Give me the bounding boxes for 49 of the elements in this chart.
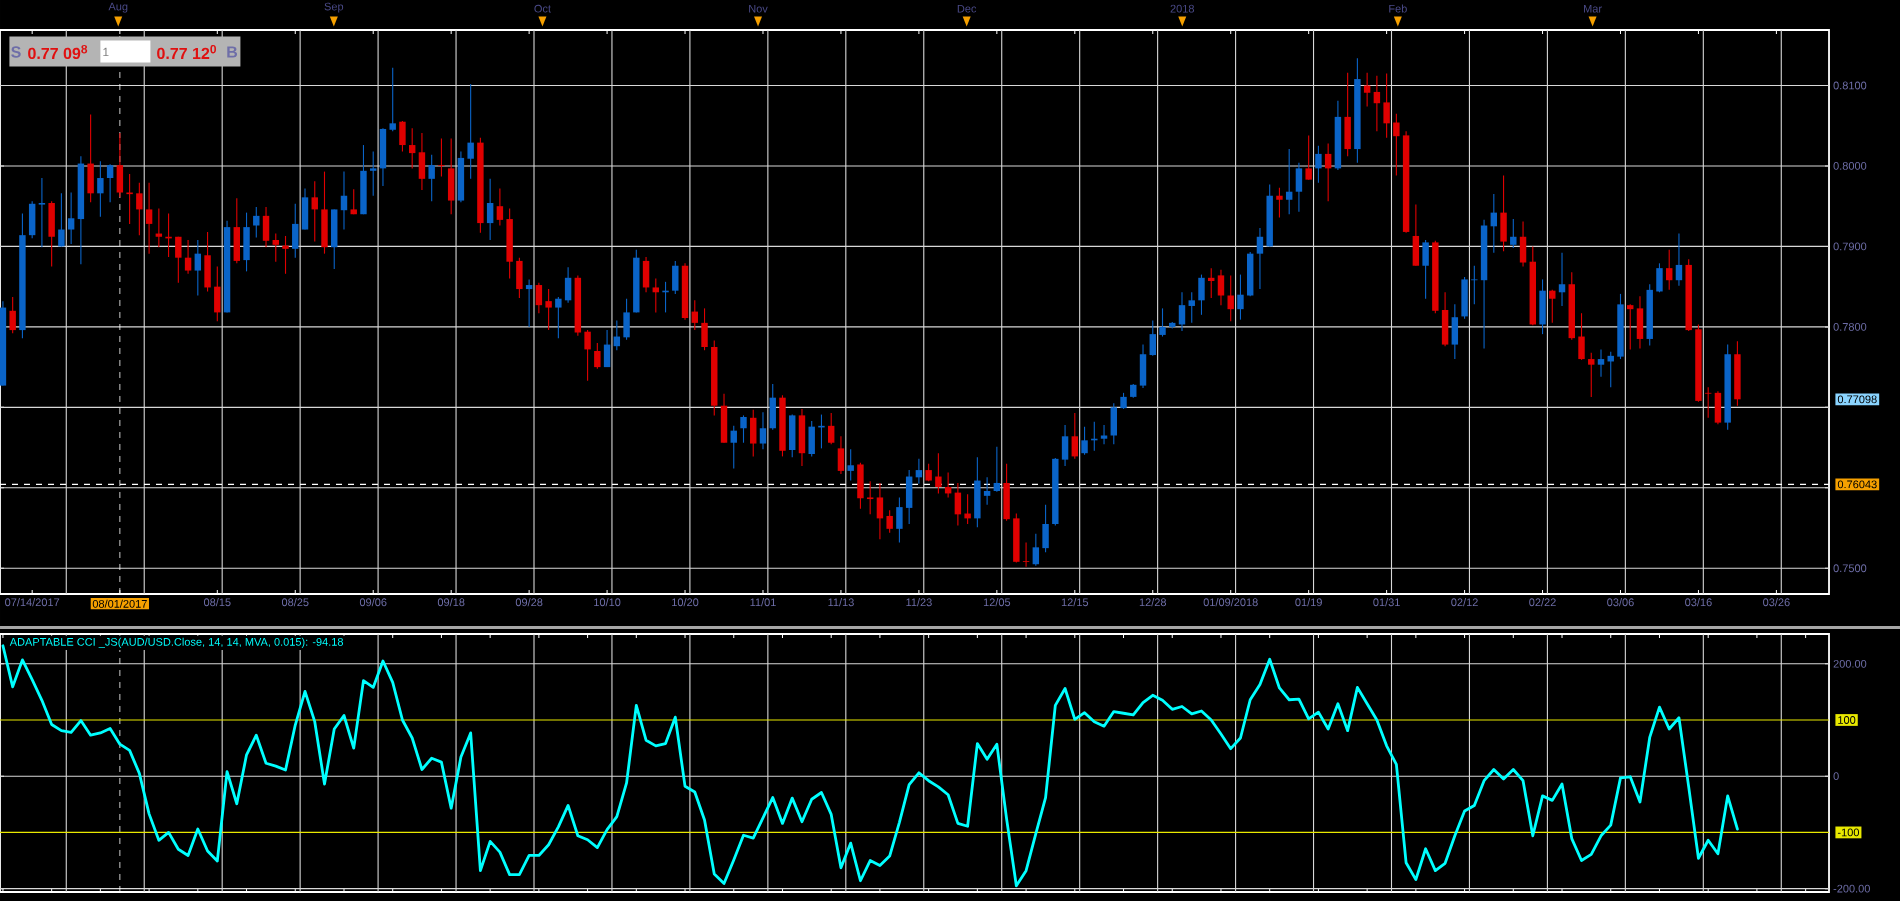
annotation: B	[227, 46, 238, 58]
y-tick-label: 0	[1833, 772, 1839, 781]
x2-tick-label: 2018	[1170, 4, 1195, 13]
x-tick-label: 01/19	[1295, 598, 1322, 607]
x-tick-label: 02/22	[1529, 598, 1556, 607]
x-tick-label: 11/13	[828, 598, 854, 607]
x-tick-label: 12/05	[983, 598, 1011, 607]
x-tick-label: 03/16	[1685, 598, 1712, 607]
x2-tick-label: Mar	[1584, 4, 1602, 13]
x-tick-label: 07/14/2017	[5, 598, 60, 607]
x-tick-label: 08/15	[203, 598, 231, 607]
x-tick-label: 01/31	[1373, 598, 1400, 607]
x-tick-label: 02/12	[1451, 598, 1478, 607]
x2-tick-label: Nov	[749, 4, 768, 13]
x-tick-label: 03/06	[1607, 598, 1634, 607]
y-tick-label: 0.7800	[1833, 322, 1867, 331]
x-tick-label: 08/01/2017	[92, 599, 147, 608]
y-tick-label: 0.8100	[1833, 81, 1867, 90]
y-tick-label: 0.8000	[1833, 162, 1867, 170]
ref-line-label: 100	[1838, 716, 1856, 724]
x-tick-label: 12/28	[1139, 598, 1167, 607]
x-tick-label: 08/25	[281, 598, 309, 607]
x2-tick-label: Feb	[1389, 4, 1407, 13]
x2-tick-label: Sep	[324, 2, 344, 13]
ref-line-label: -100	[1837, 828, 1859, 837]
ref-line-label: 0.76043	[1837, 480, 1877, 489]
x-tick-label: 12/15	[1061, 598, 1089, 607]
annotation: S	[11, 46, 21, 58]
x-tick-label: 10/10	[594, 598, 621, 607]
text: 0.77098	[1837, 395, 1877, 404]
y-tick-label: -200.00	[1833, 884, 1870, 893]
annotation: 0.77 12$^{0}$	[157, 44, 217, 60]
y-tick-label: 200.00	[1833, 659, 1867, 668]
x-tick-label: 09/28	[515, 598, 543, 607]
x-tick-label: 09/18	[437, 598, 465, 607]
x-tick-label: 09/06	[359, 598, 387, 607]
x2-tick-label: Aug	[108, 2, 128, 13]
x2-tick-label: Dec	[957, 4, 977, 13]
x-tick-label: 10/20	[672, 598, 699, 607]
annotation: 1	[103, 47, 109, 57]
x2-tick-label: Oct	[534, 4, 551, 13]
series-label: ADAPTABLE CCI _JS(AUD/USD.Close, 14, 14, MVA, 0.015): -94.18	[9, 637, 344, 648]
y-tick-label: 0.7900	[1833, 242, 1867, 251]
x-tick-label: 03/26	[1763, 598, 1790, 607]
y-tick-label: 0.7500	[1833, 564, 1867, 573]
x-tick-label: 01/09/2018	[1203, 598, 1258, 607]
x-tick-label: 11/23	[906, 598, 932, 607]
x-tick-label: 11/01	[750, 598, 776, 607]
annotation: 0.77 09$^{8}$	[28, 44, 88, 60]
